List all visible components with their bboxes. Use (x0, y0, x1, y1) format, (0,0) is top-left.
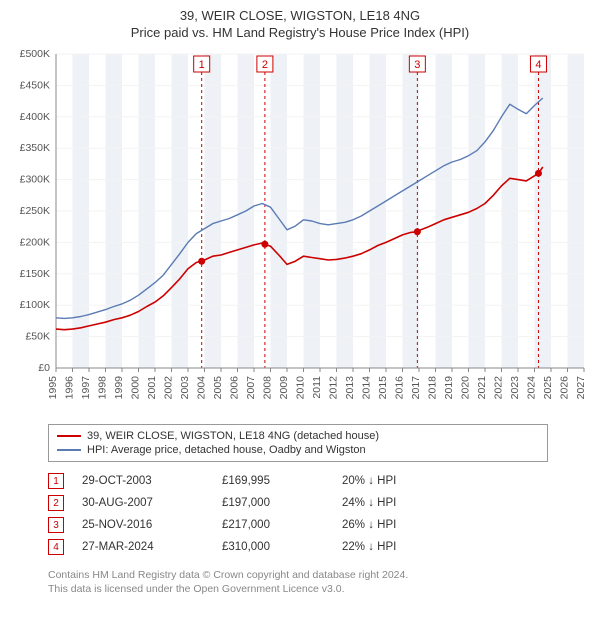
svg-text:2023: 2023 (509, 376, 521, 400)
svg-text:£150K: £150K (20, 268, 50, 280)
sale-row: 3 25-NOV-2016£217,00026% ↓ HPI (48, 514, 548, 536)
sale-marker: 2 (48, 495, 64, 511)
svg-text:1: 1 (199, 59, 205, 71)
svg-text:3: 3 (414, 59, 420, 71)
legend-box: 39, WEIR CLOSE, WIGSTON, LE18 4NG (detac… (48, 424, 548, 462)
sale-vs-hpi: 22% ↓ HPI (342, 541, 462, 553)
svg-text:£500K: £500K (20, 48, 50, 60)
sale-date: 27-MAR-2024 (82, 541, 222, 553)
svg-text:1997: 1997 (80, 376, 92, 400)
svg-text:2001: 2001 (146, 376, 158, 400)
svg-text:2014: 2014 (361, 376, 373, 400)
legend-label: 39, WEIR CLOSE, WIGSTON, LE18 4NG (detac… (87, 430, 379, 442)
chart-subtitle: Price paid vs. HM Land Registry's House … (10, 25, 590, 40)
line-chart-svg: £0 £50K £100K £150K £200K £250K £300K £350K £400… (10, 48, 590, 418)
sale-price: £217,000 (222, 519, 342, 531)
sale-date: 25-NOV-2016 (82, 519, 222, 531)
svg-text:2000: 2000 (130, 376, 142, 400)
svg-text:2026: 2026 (559, 376, 571, 400)
svg-text:2021: 2021 (476, 376, 488, 400)
svg-text:1998: 1998 (97, 376, 109, 400)
svg-text:2007: 2007 (245, 376, 257, 400)
svg-text:£0: £0 (38, 362, 50, 374)
svg-text:2004: 2004 (196, 376, 208, 400)
svg-text:2005: 2005 (212, 376, 224, 400)
svg-text:2009: 2009 (278, 376, 290, 400)
sale-vs-hpi: 26% ↓ HPI (342, 519, 462, 531)
svg-text:2025: 2025 (542, 376, 554, 400)
footer-line-2: This data is licensed under the Open Gov… (48, 582, 568, 596)
svg-text:£50K: £50K (25, 331, 50, 343)
legend-item: 39, WEIR CLOSE, WIGSTON, LE18 4NG (detac… (57, 429, 539, 443)
svg-text:2027: 2027 (575, 376, 587, 400)
svg-text:2: 2 (262, 59, 268, 71)
svg-text:1999: 1999 (113, 376, 125, 400)
svg-text:2010: 2010 (295, 376, 307, 400)
svg-text:2018: 2018 (427, 376, 439, 400)
sale-date: 30-AUG-2007 (82, 497, 222, 509)
svg-text:2016: 2016 (394, 376, 406, 400)
svg-text:£450K: £450K (20, 79, 50, 91)
svg-text:£100K: £100K (20, 299, 50, 311)
legend-swatch (57, 435, 81, 437)
svg-text:2015: 2015 (377, 376, 389, 400)
svg-text:2017: 2017 (410, 376, 422, 400)
sales-table: 1 29-OCT-2003£169,99520% ↓ HPI 2 30-AUG-200… (48, 470, 548, 558)
sale-price: £197,000 (222, 497, 342, 509)
sale-date: 29-OCT-2003 (82, 475, 222, 487)
sale-vs-hpi: 24% ↓ HPI (342, 497, 462, 509)
svg-text:1995: 1995 (47, 376, 59, 400)
svg-text:2022: 2022 (493, 376, 505, 400)
svg-text:£400K: £400K (20, 111, 50, 123)
svg-text:£300K: £300K (20, 174, 50, 186)
svg-text:£250K: £250K (20, 205, 50, 217)
sale-marker: 1 (48, 473, 64, 489)
sale-vs-hpi: 20% ↓ HPI (342, 475, 462, 487)
svg-text:2008: 2008 (262, 376, 274, 400)
svg-text:2002: 2002 (163, 376, 175, 400)
svg-text:1996: 1996 (64, 376, 76, 400)
sale-row: 2 30-AUG-2007£197,00024% ↓ HPI (48, 492, 548, 514)
chart-area: £0 £50K £100K £150K £200K £250K £300K £350K £400… (10, 48, 590, 418)
sale-marker: 3 (48, 517, 64, 533)
footer-line-1: Contains HM Land Registry data © Crown c… (48, 568, 568, 582)
svg-text:4: 4 (535, 59, 541, 71)
sale-price: £310,000 (222, 541, 342, 553)
svg-text:2012: 2012 (328, 376, 340, 400)
sale-price: £169,995 (222, 475, 342, 487)
svg-text:2003: 2003 (179, 376, 191, 400)
legend-label: HPI: Average price, detached house, Oadb… (87, 444, 366, 456)
svg-text:2006: 2006 (229, 376, 241, 400)
svg-text:2011: 2011 (311, 376, 323, 399)
svg-text:£200K: £200K (20, 236, 50, 248)
svg-text:£350K: £350K (20, 142, 50, 154)
svg-text:2024: 2024 (526, 376, 538, 400)
sale-marker: 4 (48, 539, 64, 555)
footer-attribution: Contains HM Land Registry data © Crown c… (48, 568, 568, 596)
sale-row: 4 27-MAR-2024£310,00022% ↓ HPI (48, 536, 548, 558)
legend-item: HPI: Average price, detached house, Oadb… (57, 443, 539, 457)
legend-swatch (57, 449, 81, 451)
chart-title: 39, WEIR CLOSE, WIGSTON, LE18 4NG (10, 8, 590, 23)
svg-text:2013: 2013 (344, 376, 356, 400)
svg-text:2019: 2019 (443, 376, 455, 400)
svg-text:2020: 2020 (460, 376, 472, 400)
sale-row: 1 29-OCT-2003£169,99520% ↓ HPI (48, 470, 548, 492)
chart-container: 39, WEIR CLOSE, WIGSTON, LE18 4NG Price … (0, 0, 600, 606)
